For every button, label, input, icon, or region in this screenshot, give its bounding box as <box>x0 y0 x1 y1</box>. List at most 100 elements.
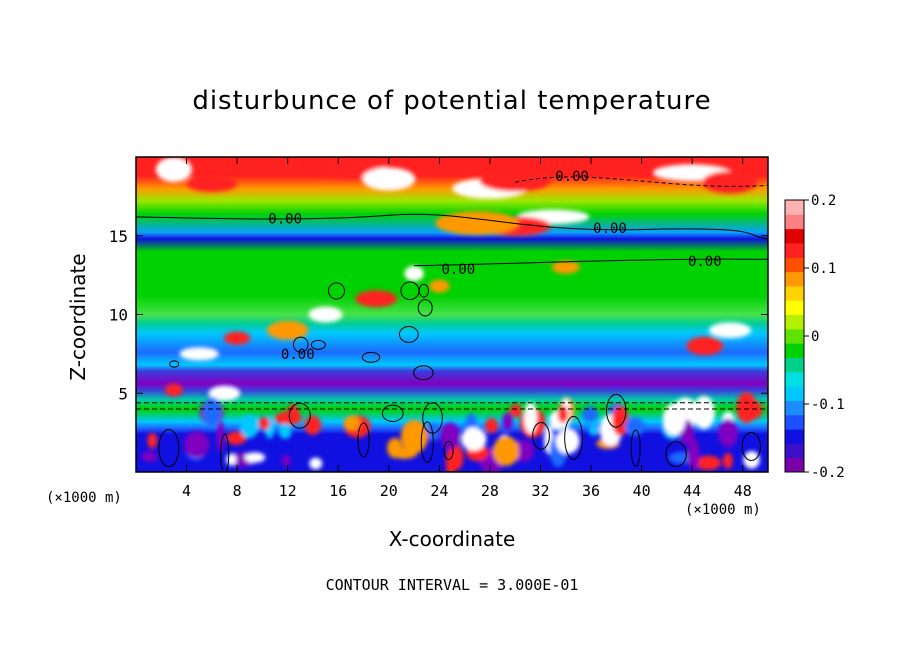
contour-label: 0.00 <box>268 211 302 227</box>
colorbar-swatch <box>785 200 804 215</box>
field-blob <box>244 452 266 463</box>
x-tick-label: 16 <box>329 482 347 500</box>
field-blob <box>309 457 323 470</box>
x-tick-label: 4 <box>182 482 191 500</box>
field-blob <box>281 454 291 468</box>
x-tick-label: 48 <box>734 482 752 500</box>
field-blob <box>440 422 460 450</box>
contour-line <box>361 351 381 363</box>
colorbar-swatch <box>785 328 804 344</box>
field-blob <box>669 402 684 418</box>
colorbar-swatch <box>785 242 804 258</box>
field-blob <box>216 420 225 453</box>
field-blob <box>155 157 192 183</box>
field-blob <box>203 397 222 427</box>
field-blob <box>147 432 158 449</box>
field-blob <box>387 437 403 459</box>
contour-line <box>420 421 434 463</box>
field-blob <box>693 396 715 430</box>
contour-line <box>288 402 311 429</box>
field-blob <box>718 418 738 448</box>
colorbar-tick-label: 0.1 <box>811 261 836 277</box>
field-blob <box>668 451 694 464</box>
field-blob <box>141 451 158 462</box>
x-unit-left: (×1000 m) <box>46 490 122 506</box>
contour-line <box>443 440 454 461</box>
x-tick-label: 32 <box>531 482 549 500</box>
contour-line <box>220 433 230 472</box>
colorbar-swatch <box>785 357 804 373</box>
field-blob <box>278 423 292 439</box>
field-blob <box>343 415 361 431</box>
contour-line <box>310 339 326 350</box>
field-blob <box>429 279 450 293</box>
field-blob <box>226 453 237 466</box>
x-tick-label: 44 <box>683 482 701 500</box>
colorbar-swatch <box>785 386 804 401</box>
x-tick-label: 40 <box>633 482 651 500</box>
field-blob <box>555 428 580 454</box>
x-tick-label: 8 <box>233 482 242 500</box>
contour-line <box>606 393 627 428</box>
field-blob <box>686 336 724 356</box>
colorbar-swatch <box>785 285 804 301</box>
field-blob <box>404 265 424 282</box>
field-blob <box>509 403 522 418</box>
colorbar-tick-label: -0.2 <box>811 465 845 481</box>
contour-line <box>169 360 180 368</box>
contour-line <box>292 336 309 353</box>
field-blob <box>226 431 247 445</box>
colorbar-swatch <box>785 443 804 459</box>
contour-label: 0.00 <box>555 169 589 185</box>
contour-label: 0.00 <box>688 254 722 270</box>
field-blob <box>362 167 416 191</box>
field-blob <box>258 416 270 430</box>
field-blob <box>223 331 251 345</box>
field-blob <box>687 437 700 471</box>
contour-line <box>532 421 550 450</box>
x-tick-label: 36 <box>582 482 600 500</box>
field-blob <box>524 402 537 434</box>
field-blob <box>708 322 752 339</box>
field-blob <box>208 385 241 401</box>
field-blob <box>435 211 520 235</box>
field-blob <box>624 417 645 436</box>
field-blob <box>266 320 309 340</box>
x-tick-label: 28 <box>481 482 499 500</box>
contour-line <box>630 429 641 467</box>
colorbar-tick-label: 0.2 <box>811 193 836 209</box>
y-tick-label: 5 <box>118 384 128 403</box>
colorbar-swatch <box>785 429 804 444</box>
colorbar-swatch <box>785 271 804 287</box>
contour-line <box>327 282 346 300</box>
field-blob <box>484 417 499 434</box>
colorbar-swatch <box>785 228 804 244</box>
colorbar-swatch <box>785 343 804 358</box>
field-blob <box>274 411 303 426</box>
field-blob <box>557 405 569 424</box>
field-blob <box>479 169 551 192</box>
contour-line <box>515 176 768 187</box>
contour-line <box>414 258 768 267</box>
field-blob <box>588 424 599 436</box>
contour-line <box>564 415 583 460</box>
field-blob <box>240 414 259 439</box>
colorbar-swatch <box>785 400 804 416</box>
field-blob <box>186 175 238 193</box>
colorbar-swatch <box>785 414 804 430</box>
x-axis-label: X-coordinate <box>388 527 516 551</box>
colorbar <box>784 199 805 473</box>
field-blob <box>183 431 210 459</box>
contour-line <box>413 365 434 381</box>
heatmap-field <box>136 157 768 472</box>
field-blob <box>355 290 398 308</box>
colorbar-tick-label: 0 <box>811 329 819 345</box>
contour-line <box>398 325 419 343</box>
contour-interval-note: CONTOUR INTERVAL = 3.000E-01 <box>325 576 579 594</box>
colorbar-swatch <box>785 457 804 473</box>
field-blob <box>611 405 629 437</box>
chart-title: disturbunce of potential temperature <box>192 86 712 116</box>
y-tick-label: 10 <box>109 306 128 325</box>
contour-line <box>381 404 404 423</box>
